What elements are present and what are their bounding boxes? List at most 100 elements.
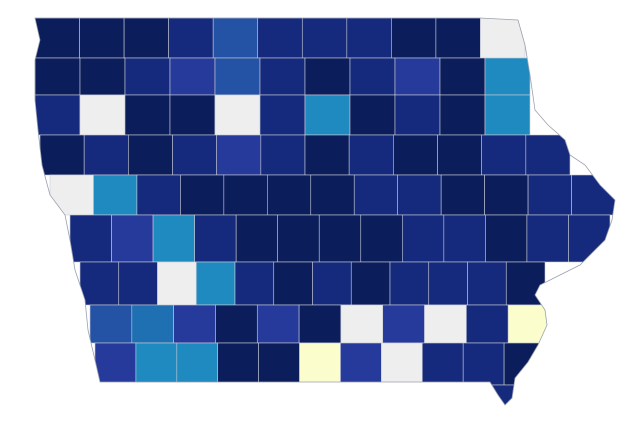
county bbox=[349, 94, 396, 136]
county bbox=[176, 342, 219, 386]
county bbox=[136, 174, 181, 216]
county bbox=[571, 174, 615, 216]
county bbox=[111, 214, 154, 263]
county bbox=[484, 94, 531, 136]
county bbox=[260, 134, 306, 176]
county bbox=[94, 342, 137, 386]
county bbox=[69, 214, 112, 263]
county bbox=[439, 94, 486, 136]
county bbox=[421, 342, 464, 386]
county bbox=[312, 261, 352, 306]
county bbox=[83, 134, 129, 176]
county bbox=[467, 261, 507, 306]
county bbox=[94, 384, 546, 405]
county bbox=[35, 94, 81, 136]
county bbox=[217, 342, 259, 386]
county bbox=[258, 342, 300, 386]
county bbox=[79, 57, 126, 96]
county bbox=[93, 174, 138, 216]
county bbox=[394, 94, 441, 136]
county bbox=[402, 214, 445, 263]
county bbox=[568, 214, 611, 263]
county bbox=[353, 174, 398, 216]
county bbox=[35, 57, 81, 96]
county bbox=[443, 214, 486, 263]
county bbox=[212, 18, 259, 59]
county bbox=[49, 174, 94, 216]
county bbox=[484, 174, 529, 216]
county bbox=[79, 18, 125, 59]
county bbox=[304, 134, 350, 176]
county-layer bbox=[35, 18, 615, 405]
county bbox=[172, 134, 217, 176]
county bbox=[526, 214, 569, 263]
county bbox=[428, 261, 468, 306]
county bbox=[527, 174, 572, 216]
county bbox=[439, 57, 486, 96]
county bbox=[346, 18, 392, 59]
county bbox=[173, 304, 216, 344]
county bbox=[480, 18, 526, 59]
county bbox=[360, 214, 403, 263]
county bbox=[123, 18, 169, 59]
county bbox=[507, 304, 551, 344]
county bbox=[340, 342, 382, 386]
county bbox=[382, 304, 425, 344]
county bbox=[340, 304, 384, 344]
county bbox=[168, 18, 214, 59]
county bbox=[350, 261, 391, 306]
county bbox=[277, 214, 320, 263]
county bbox=[152, 214, 195, 263]
county bbox=[381, 342, 423, 386]
county bbox=[259, 57, 306, 96]
county bbox=[466, 304, 509, 344]
county bbox=[505, 261, 546, 306]
county bbox=[394, 57, 441, 96]
county bbox=[195, 261, 236, 306]
county bbox=[79, 94, 126, 136]
county bbox=[256, 304, 300, 344]
county bbox=[259, 94, 306, 136]
county bbox=[128, 134, 173, 176]
state-outline bbox=[34, 17, 616, 406]
county bbox=[318, 214, 362, 263]
county bbox=[389, 261, 430, 306]
county bbox=[234, 261, 275, 306]
county bbox=[135, 342, 178, 386]
county bbox=[214, 94, 261, 136]
county bbox=[223, 174, 268, 216]
county bbox=[169, 57, 216, 96]
county bbox=[216, 134, 262, 176]
county bbox=[391, 18, 437, 59]
county bbox=[35, 18, 80, 59]
county bbox=[194, 214, 237, 263]
county bbox=[214, 57, 261, 96]
county bbox=[484, 57, 531, 96]
county bbox=[298, 304, 342, 344]
county bbox=[503, 342, 546, 386]
county bbox=[393, 134, 438, 176]
county bbox=[525, 134, 571, 176]
county bbox=[462, 342, 505, 386]
county bbox=[124, 57, 171, 96]
county bbox=[118, 261, 158, 306]
county bbox=[79, 261, 120, 306]
county bbox=[349, 57, 396, 96]
county bbox=[304, 94, 351, 136]
county bbox=[437, 134, 482, 176]
county bbox=[235, 214, 278, 263]
county bbox=[435, 18, 481, 59]
county bbox=[267, 174, 312, 216]
county bbox=[157, 261, 197, 306]
county bbox=[215, 304, 258, 344]
county bbox=[481, 134, 527, 176]
county bbox=[485, 214, 528, 263]
county bbox=[89, 304, 133, 344]
county bbox=[39, 134, 85, 176]
county bbox=[348, 134, 394, 176]
county bbox=[273, 261, 313, 306]
county bbox=[301, 18, 348, 59]
county bbox=[180, 174, 225, 216]
